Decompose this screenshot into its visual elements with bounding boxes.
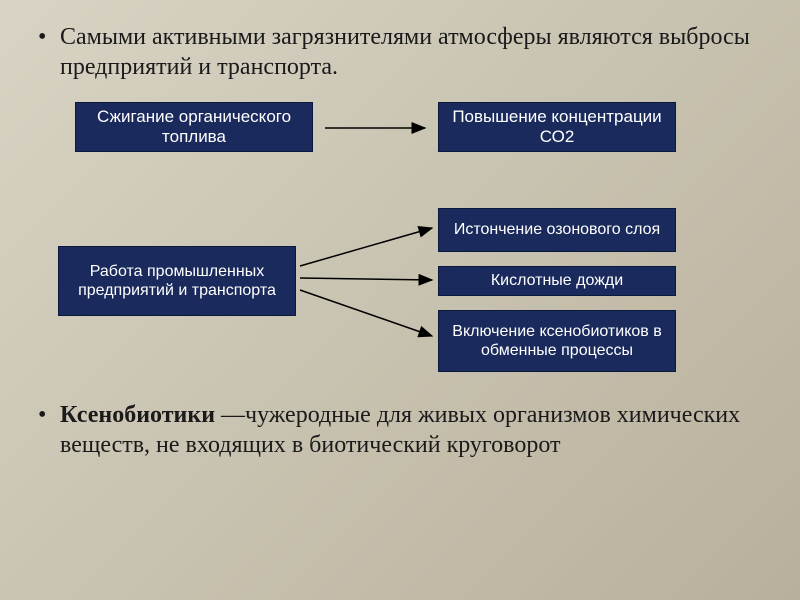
box-co2: Повышение концентрации СО2 [438, 102, 676, 152]
box-xeno: Включение ксенобиотиков в обменные проце… [438, 310, 676, 372]
box-fuel-label: Сжигание органического топлива [86, 107, 302, 148]
box-ozone: Истончение озонового слоя [438, 208, 676, 252]
box-acid-label: Кислотные дожди [491, 271, 623, 290]
box-acid: Кислотные дожди [438, 266, 676, 296]
box-industry-label: Работа промышленных предприятий и трансп… [69, 262, 285, 300]
arrow-industry-acid [300, 278, 432, 280]
box-ozone-label: Истончение озонового слоя [454, 220, 660, 239]
arrow-industry-xeno [300, 290, 432, 336]
box-fuel: Сжигание органического топлива [75, 102, 313, 152]
bullet-top: Самыми активными загрязнителями атмосфер… [60, 22, 760, 82]
arrow-industry-ozone [300, 228, 432, 266]
box-co2-label: Повышение концентрации СО2 [449, 107, 665, 148]
box-industry: Работа промышленных предприятий и трансп… [58, 246, 296, 316]
term-xenobiotics: Ксенобиотики [60, 402, 221, 428]
bullet-bottom: Ксенобиотики —чужеродные для живых орган… [60, 400, 760, 460]
box-xeno-label: Включение ксенобиотиков в обменные проце… [449, 322, 665, 360]
